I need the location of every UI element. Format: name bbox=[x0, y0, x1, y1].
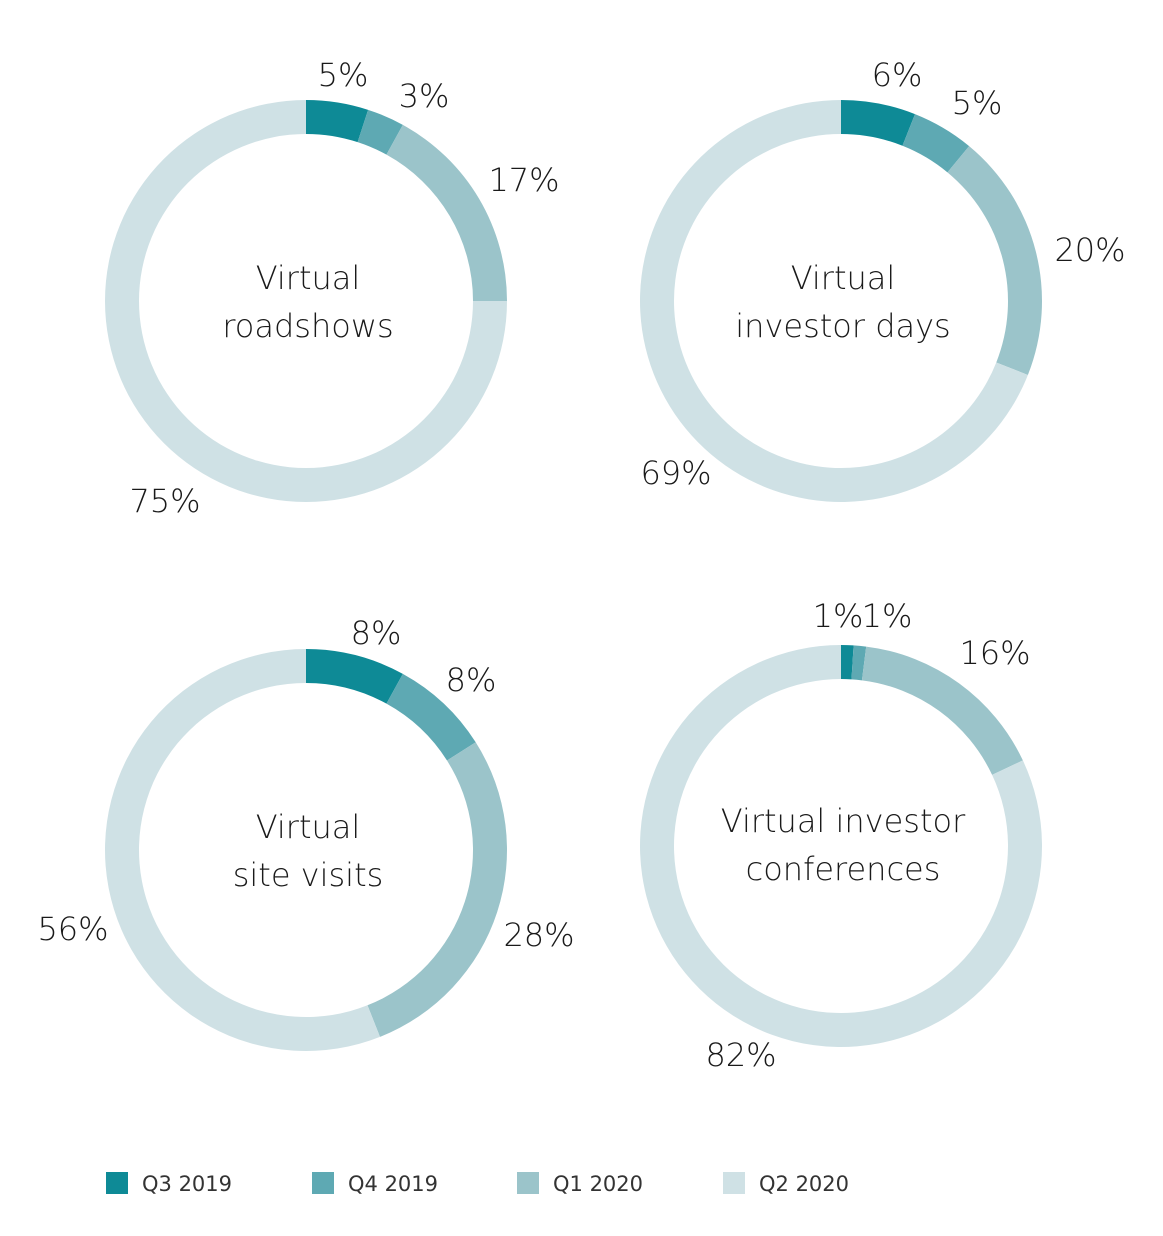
data-label-q2-2020: 56% bbox=[37, 910, 108, 948]
donut-chart-2: 6% 5% 20% 69% Virtual investor days bbox=[640, 56, 1126, 503]
legend-swatch bbox=[723, 1172, 745, 1194]
legend: Q3 2019 Q4 2019 Q1 2020 Q2 2020 bbox=[106, 1172, 849, 1196]
donut-slice-q3-2019 bbox=[841, 100, 915, 146]
donut-slice-q4-2019 bbox=[851, 645, 867, 681]
donut-slice-q1-2020 bbox=[861, 646, 1023, 775]
data-label-q2-2020: 69% bbox=[640, 454, 711, 492]
data-label-q1-2020: 17% bbox=[488, 161, 559, 199]
data-label-q3-2019: 8% bbox=[351, 614, 402, 652]
donut-slice-q3-2019 bbox=[841, 645, 854, 680]
legend-swatch bbox=[312, 1172, 334, 1194]
data-label-q4-2019: 3% bbox=[399, 77, 450, 115]
donut-chart-3: 8% 8% 28% 56% Virtual site visits bbox=[37, 614, 575, 1051]
donut-slice-q4-2019 bbox=[902, 114, 970, 173]
donut-slice-q1-2020 bbox=[386, 124, 507, 301]
data-label-q3-2019: 6% bbox=[872, 56, 923, 94]
legend-label: Q1 2020 bbox=[553, 1172, 643, 1196]
donut-slice-q1-2020 bbox=[367, 742, 507, 1037]
donut-chart-1: 5% 3% 17% 75% Virtual roadshows bbox=[104, 56, 560, 520]
donut-slice-q4-2019 bbox=[357, 109, 403, 155]
data-label-q1-2020: 20% bbox=[1054, 231, 1125, 269]
data-label-q4-2019: 8% bbox=[446, 661, 497, 699]
data-label-q4-2019: 5% bbox=[952, 84, 1003, 122]
chart-title-line-1: Virtual bbox=[791, 259, 896, 297]
donut-slice-q3-2019 bbox=[306, 649, 403, 704]
legend-swatch bbox=[517, 1172, 539, 1194]
data-label-q4-2019: 1% bbox=[862, 597, 913, 635]
legend-label: Q3 2019 bbox=[142, 1172, 232, 1196]
chart-title-line-2: site visits bbox=[233, 856, 384, 894]
legend-label: Q2 2020 bbox=[759, 1172, 849, 1196]
data-label-q1-2020: 16% bbox=[959, 634, 1030, 672]
donut-slice-q1-2020 bbox=[947, 146, 1042, 375]
data-label-q3-2019: 5% bbox=[318, 56, 369, 94]
donut-slice-q3-2019 bbox=[306, 100, 369, 143]
chart-title-line-2: roadshows bbox=[222, 307, 393, 345]
donut-slice-q4-2019 bbox=[386, 673, 476, 761]
legend-swatch bbox=[106, 1172, 128, 1194]
legend-item-q2-2020: Q2 2020 bbox=[723, 1172, 849, 1196]
legend-item-q1-2020: Q1 2020 bbox=[517, 1172, 643, 1196]
chart-title-line-2: conferences bbox=[746, 850, 941, 888]
donut-chart-4: 1%1% 16% 82% Virtual investor conferences bbox=[640, 597, 1042, 1074]
chart-title-line-2: investor days bbox=[735, 307, 950, 345]
data-label-q2-2020: 75% bbox=[129, 482, 200, 520]
data-label-q1-2020: 28% bbox=[503, 916, 574, 954]
data-label-q2-2020: 82% bbox=[705, 1036, 776, 1074]
data-label-q3-2019: 1% bbox=[813, 597, 864, 635]
chart-title-line-1: Virtual investor bbox=[721, 802, 966, 840]
donut-slice-q2-2020 bbox=[105, 649, 380, 1051]
legend-label: Q4 2019 bbox=[348, 1172, 438, 1196]
legend-item-q4-2019: Q4 2019 bbox=[312, 1172, 438, 1196]
chart-title-line-1: Virtual bbox=[256, 808, 361, 846]
legend-item-q3-2019: Q3 2019 bbox=[106, 1172, 232, 1196]
chart-title-line-1: Virtual bbox=[256, 259, 361, 297]
